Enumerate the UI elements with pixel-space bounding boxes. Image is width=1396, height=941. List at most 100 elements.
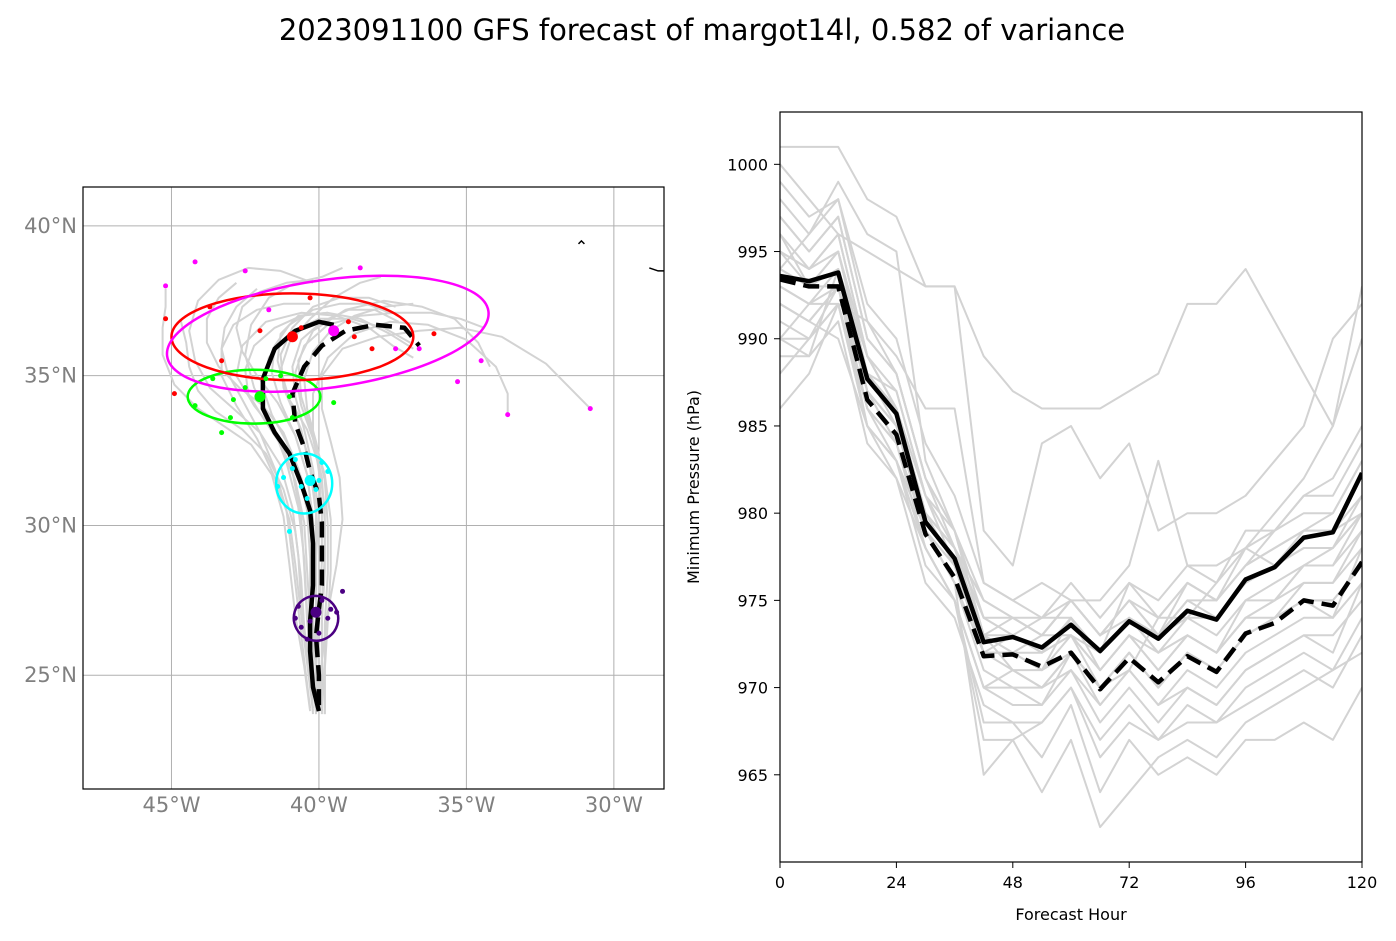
ensemble-point (331, 400, 337, 406)
ensemble-point (192, 403, 198, 409)
ensemble-point (295, 603, 301, 609)
ensemble-point (263, 376, 269, 382)
ensemble-pressure-line (780, 250, 1362, 654)
ensemble-track (294, 311, 485, 715)
x-tick-label: 120 (1347, 873, 1378, 892)
ensemble-point (242, 268, 248, 274)
ensemble-point (325, 469, 331, 475)
ensemble-point (416, 346, 422, 352)
ensemble-point (289, 415, 295, 421)
mean-pressure-solid (780, 270, 1362, 654)
uncertainty-ellipses (165, 274, 490, 642)
ensemble-track (297, 299, 491, 715)
x-tick-label: 72 (1119, 873, 1139, 892)
x-axis-label: Forecast Hour (1015, 905, 1127, 924)
ensemble-point (281, 475, 287, 481)
ensemble-point (292, 615, 298, 621)
map-plot-area (161, 239, 664, 715)
ensemble-point (307, 618, 313, 624)
pressure-axis-ticks: 0 24 48 72 96 120 965 970 975 980 985 990 995 1000 (727, 155, 1377, 892)
island-outline (577, 239, 585, 245)
ensemble-pressure-line (780, 180, 1362, 689)
island-outline (649, 267, 664, 272)
ensemble-point (219, 358, 225, 364)
ensemble-track (312, 320, 509, 712)
ensemble-point (340, 588, 346, 594)
ensemble-pressure-line (780, 268, 1362, 637)
ensemble-point (230, 397, 236, 403)
pressure-plot-area (780, 145, 1362, 829)
ensemble-point (275, 484, 281, 490)
figure-title: 2023091100 GFS forecast of margot14l, 0.… (279, 13, 1125, 47)
y-tick-label: 975 (737, 591, 768, 610)
ellipse-center-point (254, 391, 266, 403)
ellipse-center-point (310, 606, 322, 618)
mean-pressure-lines (780, 270, 1362, 692)
ensemble-point (334, 609, 340, 615)
ensemble-point (478, 358, 484, 364)
map-lon-tick-label: 30°W (585, 793, 643, 817)
ellipse-center-point (328, 325, 340, 337)
ensemble-pressure-line (780, 302, 1362, 672)
ensemble-point (219, 430, 225, 436)
ensemble-pressure-line (780, 302, 1362, 602)
ensemble-point (328, 606, 334, 612)
ensemble-pressure-line (780, 233, 1362, 672)
ensemble-point (210, 376, 216, 382)
ellipse-center-point (286, 331, 298, 343)
ensemble-point (313, 486, 319, 492)
ensemble-point (304, 636, 310, 642)
uncertainty-ellipse (292, 594, 340, 642)
ensemble-point (242, 385, 248, 391)
map-lat-tick-label: 35°N (24, 364, 77, 388)
ensemble-point (393, 346, 399, 352)
track-map-panel: 45°W 40°W 35°W 30°W 25°N 30°N 35°N 40°N (24, 186, 665, 817)
ensemble-track (161, 288, 312, 712)
ensemble-point (286, 528, 292, 534)
ensemble-pressure-line (780, 250, 1362, 689)
ensemble-point (357, 265, 363, 271)
ensemble-point (171, 391, 177, 397)
ensemble-point (298, 484, 304, 490)
ensemble-track (317, 326, 592, 709)
pressure-frame (779, 111, 1363, 863)
ensemble-point (505, 412, 511, 418)
x-tick-label: 96 (1235, 873, 1255, 892)
ensemble-point (227, 415, 233, 421)
y-tick-label: 990 (737, 330, 768, 349)
ensemble-point (292, 457, 298, 463)
ensemble-point (325, 615, 331, 621)
ensemble-point (192, 259, 198, 265)
ensemble-point (207, 304, 213, 310)
ensemble-point (369, 346, 375, 352)
y-axis-label: Minimum Pressure (hPa) (684, 390, 703, 584)
mean-pressure-dashed (780, 277, 1362, 692)
ensemble-point (257, 328, 263, 334)
ensemble-point (319, 460, 325, 466)
ensemble-point (163, 316, 169, 322)
map-gridlines (83, 187, 664, 789)
ensemble-pressure-line (780, 233, 1362, 637)
ensemble-point (163, 283, 169, 289)
ensemble-point (289, 466, 295, 472)
y-tick-label: 1000 (727, 155, 768, 174)
y-tick-label: 970 (737, 679, 768, 698)
y-tick-label: 980 (737, 504, 768, 523)
ensemble-point (431, 331, 437, 337)
pressure-chart-panel: 0 24 48 72 96 120 965 970 975 980 985 990 995 1000 Fo… (684, 111, 1377, 924)
ensemble-point (298, 325, 304, 331)
ensemble-point (286, 394, 292, 400)
ensemble-position-points (163, 259, 593, 642)
ensemble-pressure-line (780, 285, 1362, 672)
map-lon-tick-label: 40°W (290, 793, 348, 817)
ensemble-pressure-line (780, 233, 1362, 672)
ensemble-pressure-line (780, 285, 1362, 794)
ensemble-point (587, 406, 593, 412)
mean-track-dashed (290, 322, 421, 706)
map-lat-tick-label: 40°N (24, 214, 77, 238)
mean-tracks (260, 319, 421, 712)
x-tick-label: 0 (775, 873, 785, 892)
ensemble-point (455, 379, 461, 385)
ensemble-track (220, 288, 312, 709)
map-lon-tick-label: 35°W (437, 793, 495, 817)
